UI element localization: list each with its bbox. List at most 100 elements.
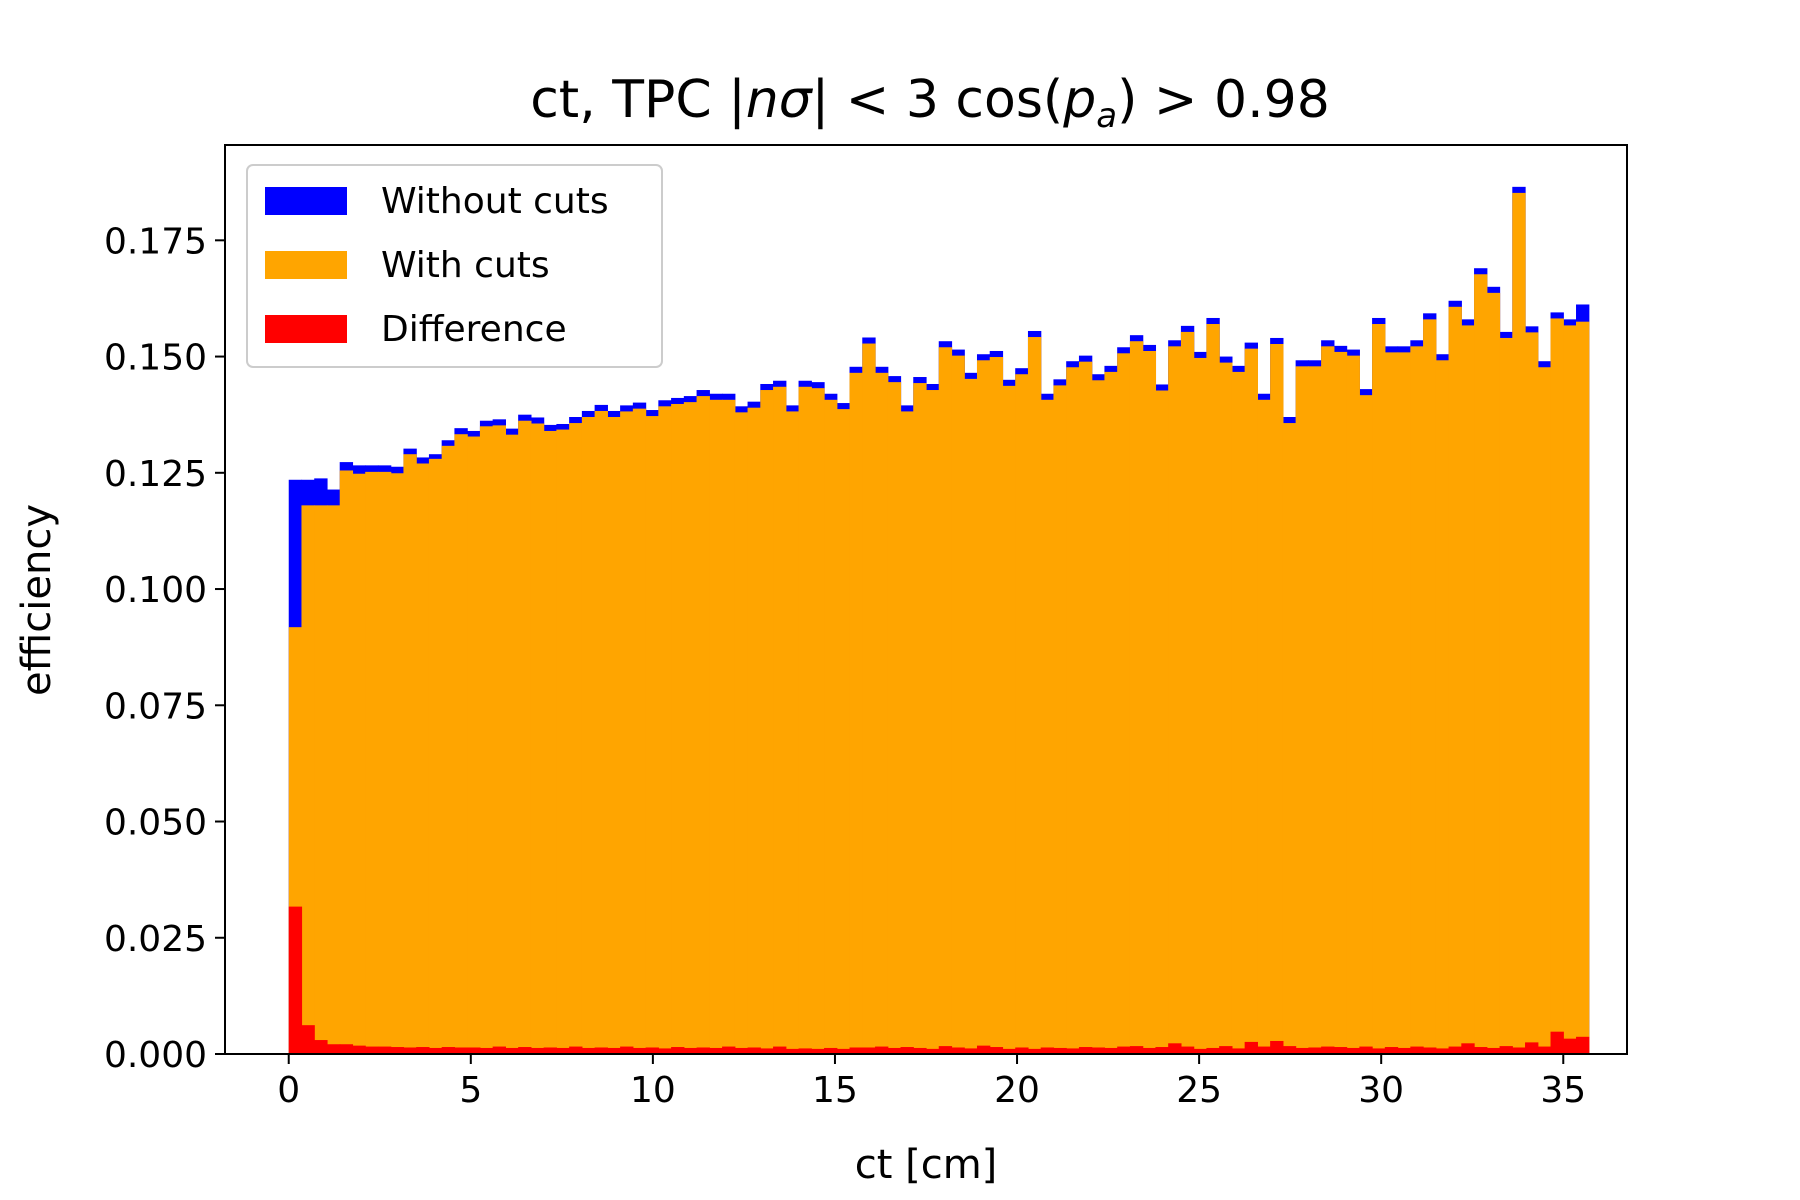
- bar-with-cuts: [1231, 371, 1246, 1054]
- bar-with-cuts: [798, 386, 812, 1054]
- bar-with-cuts: [645, 416, 659, 1054]
- bar-difference: [798, 1048, 812, 1054]
- bar-with-cuts: [377, 471, 392, 1054]
- bar-with-cuts: [658, 406, 672, 1054]
- bar-difference: [683, 1047, 698, 1054]
- bar-difference: [1537, 1046, 1552, 1054]
- bar-with-cuts: [569, 423, 583, 1054]
- bar-with-cuts: [632, 408, 647, 1054]
- bar-with-cuts: [926, 390, 940, 1054]
- bar-with-cuts: [887, 382, 902, 1054]
- bar-with-cuts: [760, 390, 774, 1054]
- bar-difference: [722, 1046, 736, 1054]
- bar-with-cuts: [1168, 346, 1182, 1055]
- bar-difference: [989, 1047, 1004, 1054]
- bar-difference: [849, 1047, 863, 1054]
- bar-with-cuts: [913, 383, 927, 1054]
- bar-difference: [1053, 1047, 1067, 1054]
- bar-difference: [836, 1048, 851, 1054]
- bar-with-cuts: [1015, 374, 1029, 1055]
- bar-difference: [1333, 1047, 1348, 1054]
- bar-difference: [441, 1047, 456, 1054]
- bar-difference: [1002, 1048, 1016, 1054]
- bar-difference: [734, 1047, 749, 1054]
- bar-with-cuts: [326, 505, 341, 1055]
- bar-difference: [1563, 1038, 1577, 1054]
- bar-difference: [607, 1047, 621, 1054]
- bar-difference: [1410, 1046, 1424, 1054]
- bar-difference: [1078, 1047, 1093, 1054]
- bar-difference: [581, 1047, 596, 1054]
- bar-with-cuts: [1359, 395, 1373, 1054]
- bar-with-cuts: [1499, 337, 1513, 1055]
- bar-difference: [1435, 1048, 1450, 1054]
- bar-difference: [938, 1046, 953, 1054]
- bar-with-cuts: [1372, 324, 1386, 1054]
- bar-with-cuts: [1282, 423, 1297, 1054]
- bar-difference: [492, 1046, 506, 1054]
- bar-difference: [1321, 1046, 1335, 1054]
- bar-difference: [773, 1046, 787, 1054]
- bar-difference: [785, 1048, 800, 1054]
- bar-difference: [1346, 1047, 1360, 1054]
- bar-with-cuts: [1384, 352, 1399, 1054]
- x-axis-label: ct [cm]: [855, 1142, 998, 1188]
- bar-with-cuts: [1333, 351, 1348, 1054]
- bar-difference: [428, 1047, 443, 1054]
- bar-with-cuts: [416, 463, 430, 1054]
- bar-difference: [1257, 1046, 1271, 1054]
- bar-difference: [1474, 1047, 1488, 1054]
- bar-with-cuts: [1257, 399, 1271, 1054]
- bar-difference: [467, 1047, 481, 1054]
- bar-difference: [645, 1047, 659, 1054]
- x-tick-label: 30: [1358, 1070, 1404, 1111]
- series-with-cuts: [288, 192, 1590, 1055]
- bar-difference: [339, 1044, 354, 1054]
- bar-difference: [1384, 1047, 1399, 1054]
- bar-with-cuts: [722, 399, 736, 1054]
- bar-with-cuts: [607, 417, 621, 1054]
- bar-difference: [1512, 1047, 1526, 1054]
- bar-difference: [632, 1047, 647, 1054]
- bar-difference: [1155, 1047, 1169, 1054]
- bar-with-cuts: [773, 386, 787, 1054]
- bar-with-cuts: [951, 355, 965, 1054]
- bar-with-cuts: [1410, 346, 1424, 1055]
- y-tick-label: 0.000: [104, 1035, 207, 1076]
- bar-difference: [518, 1047, 532, 1054]
- bar-difference: [620, 1046, 634, 1054]
- bar-with-cuts: [862, 343, 876, 1054]
- title-sigma: σ: [779, 70, 814, 130]
- bar-with-cuts: [365, 471, 379, 1054]
- bar-difference: [1231, 1048, 1246, 1054]
- bar-difference: [479, 1047, 494, 1054]
- bar-with-cuts: [1308, 366, 1322, 1054]
- bar-difference: [900, 1047, 914, 1054]
- series-difference: [288, 906, 1590, 1054]
- bar-difference: [594, 1047, 608, 1054]
- bar-difference: [824, 1047, 838, 1054]
- bar-with-cuts: [467, 436, 481, 1054]
- bar-difference: [760, 1048, 774, 1054]
- bar-difference: [887, 1047, 902, 1054]
- axes-frame: [224, 144, 1628, 1055]
- x-tick-label: 15: [812, 1070, 858, 1111]
- bar-with-cuts: [900, 411, 914, 1054]
- legend-label-without-cuts: Without cuts: [381, 181, 609, 222]
- title-cut2: ) > 0.98: [1117, 70, 1330, 130]
- bar-difference: [569, 1046, 583, 1054]
- bar-difference: [301, 1025, 315, 1054]
- legend-label-with-cuts: With cuts: [381, 245, 550, 286]
- bar-with-cuts: [1206, 324, 1220, 1054]
- legend-label-difference: Difference: [381, 309, 567, 350]
- bar-with-cuts: [1002, 385, 1016, 1055]
- bar-difference: [1015, 1047, 1029, 1054]
- y-tick-label: 0.150: [104, 338, 207, 379]
- bar-with-cuts: [1295, 366, 1309, 1054]
- bar-with-cuts: [1193, 357, 1207, 1054]
- bar-with-cuts: [1537, 367, 1552, 1054]
- bar-difference: [1486, 1047, 1501, 1054]
- title-prefix: ct, TPC |: [530, 70, 746, 130]
- bar-difference: [543, 1047, 557, 1054]
- bar-with-cuts: [785, 411, 800, 1054]
